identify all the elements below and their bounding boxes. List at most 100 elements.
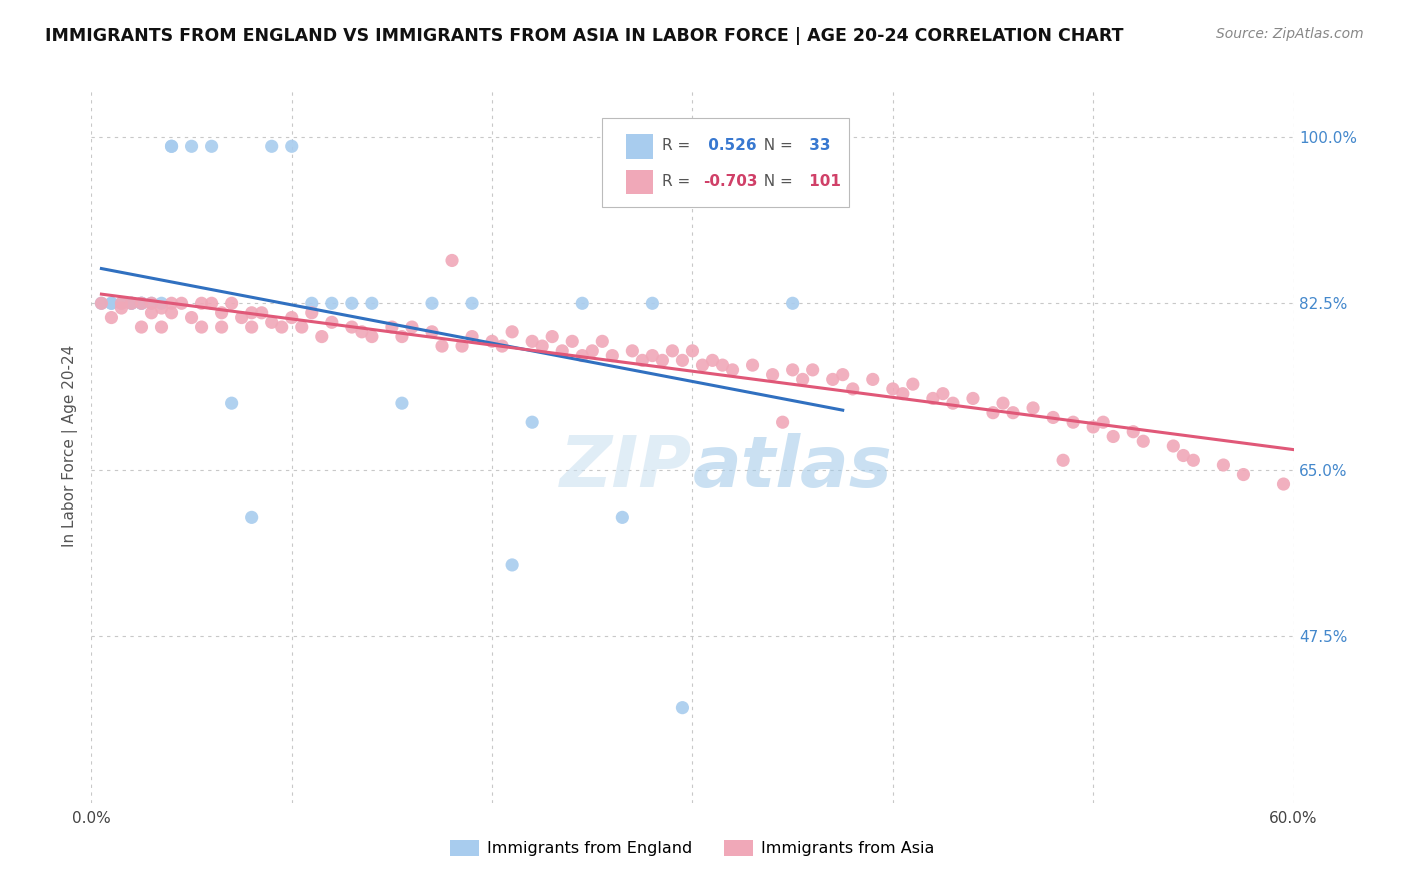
Point	[501, 558, 523, 572]
Point	[160, 296, 183, 310]
Point	[391, 329, 413, 343]
Point	[831, 368, 853, 382]
Point	[621, 343, 644, 358]
Text: R =: R =	[662, 138, 696, 153]
Point	[612, 510, 634, 524]
Point	[231, 310, 253, 325]
Point	[160, 306, 183, 320]
Point	[190, 296, 212, 310]
Point	[531, 339, 554, 353]
Point	[1092, 415, 1115, 429]
Point	[100, 296, 122, 310]
Point	[100, 296, 122, 310]
Point	[661, 343, 683, 358]
Text: N =: N =	[754, 138, 797, 153]
Point	[922, 392, 945, 406]
Point	[381, 320, 404, 334]
Point	[602, 349, 624, 363]
Point	[131, 296, 153, 310]
Point	[631, 353, 654, 368]
Point	[1132, 434, 1154, 449]
Point	[180, 310, 202, 325]
Point	[201, 296, 224, 310]
Point	[420, 325, 443, 339]
Point	[1173, 449, 1195, 463]
Point	[141, 296, 163, 310]
Point	[211, 306, 233, 320]
Point	[641, 296, 664, 310]
Point	[772, 415, 794, 429]
Legend: Immigrants from England, Immigrants from Asia: Immigrants from England, Immigrants from…	[444, 833, 941, 863]
Point	[792, 372, 814, 386]
Point	[150, 296, 173, 310]
Point	[160, 139, 183, 153]
Point	[681, 343, 703, 358]
Point	[451, 339, 474, 353]
Point	[240, 320, 263, 334]
Point	[782, 296, 804, 310]
Point	[260, 315, 283, 329]
Point	[360, 296, 382, 310]
FancyBboxPatch shape	[626, 169, 652, 194]
Point	[270, 320, 292, 334]
Point	[121, 296, 143, 310]
Y-axis label: In Labor Force | Age 20-24: In Labor Force | Age 20-24	[62, 345, 77, 547]
Point	[190, 320, 212, 334]
Point	[121, 296, 143, 310]
Point	[240, 306, 263, 320]
Text: 33: 33	[804, 138, 831, 153]
Point	[671, 700, 693, 714]
FancyBboxPatch shape	[626, 135, 652, 159]
Point	[1212, 458, 1234, 472]
Text: 101: 101	[804, 174, 841, 188]
Text: R =: R =	[662, 174, 696, 188]
Point	[420, 296, 443, 310]
Point	[991, 396, 1014, 410]
Point	[571, 349, 593, 363]
Point	[291, 320, 314, 334]
Point	[201, 139, 224, 153]
Point	[1052, 453, 1074, 467]
Point	[981, 406, 1004, 420]
Point	[260, 139, 283, 153]
Point	[481, 334, 503, 349]
Point	[491, 339, 513, 353]
Point	[571, 296, 593, 310]
Point	[1022, 401, 1045, 415]
Point	[801, 363, 824, 377]
Point	[461, 329, 484, 343]
Point	[1163, 439, 1185, 453]
Point	[551, 343, 574, 358]
Point	[211, 320, 233, 334]
Point	[430, 339, 453, 353]
Point	[721, 363, 744, 377]
Point	[1182, 453, 1205, 467]
Point	[221, 296, 243, 310]
Point	[281, 139, 304, 153]
Point	[180, 139, 202, 153]
Point	[150, 301, 173, 315]
Point	[360, 329, 382, 343]
Point	[962, 392, 984, 406]
Point	[692, 358, 714, 372]
Point	[782, 363, 804, 377]
Point	[110, 296, 132, 310]
Point	[301, 306, 323, 320]
Point	[461, 296, 484, 310]
Point	[391, 396, 413, 410]
Point	[131, 320, 153, 334]
Point	[901, 377, 924, 392]
FancyBboxPatch shape	[602, 118, 849, 207]
Point	[831, 139, 853, 153]
Point	[340, 320, 363, 334]
Point	[702, 353, 724, 368]
Point	[440, 253, 463, 268]
Point	[501, 325, 523, 339]
Point	[170, 296, 193, 310]
Point	[762, 368, 785, 382]
Point	[281, 310, 304, 325]
Point	[240, 510, 263, 524]
Text: -0.703: -0.703	[703, 174, 758, 188]
Point	[641, 349, 664, 363]
Point	[141, 306, 163, 320]
